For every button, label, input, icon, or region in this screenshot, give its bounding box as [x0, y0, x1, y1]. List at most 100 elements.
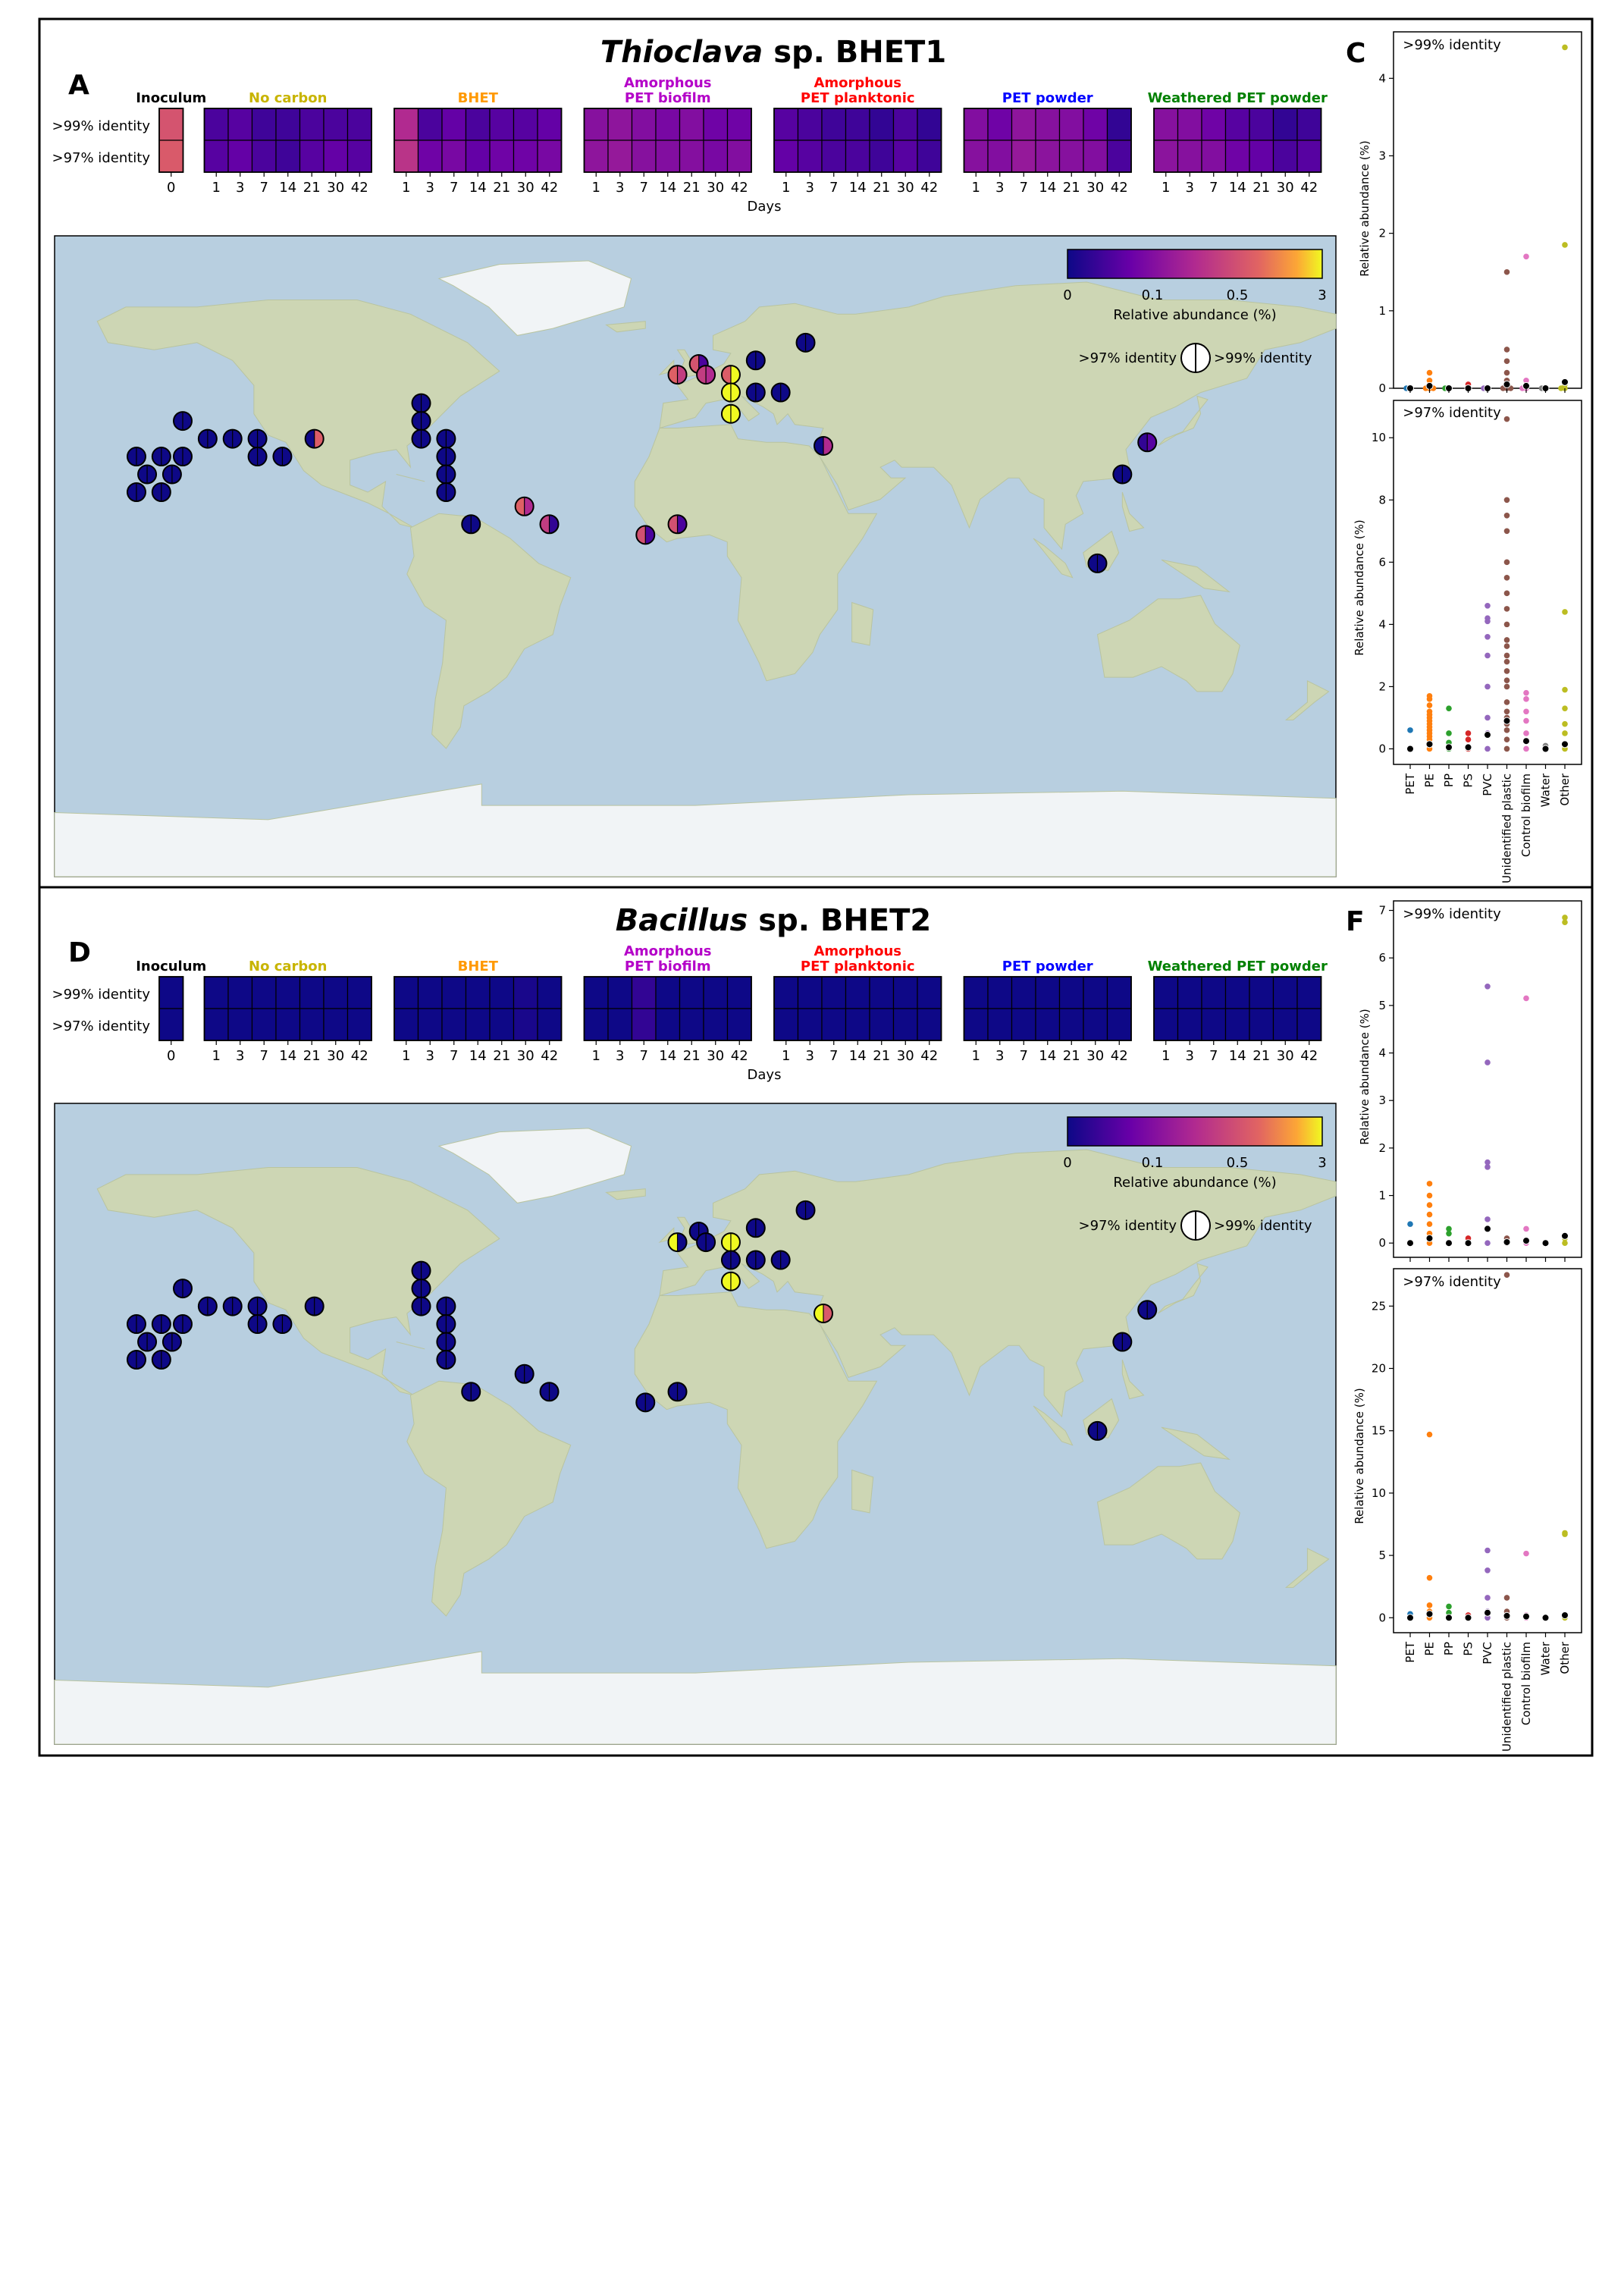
data-point	[1484, 1595, 1491, 1601]
heatmap-day-label: 1	[972, 180, 980, 196]
dot-ylabel: Relative abundance (%)	[1358, 140, 1372, 276]
heatmap-cell	[1011, 108, 1036, 141]
sampling-site	[126, 1314, 146, 1335]
dot-ylabel: Relative abundance (%)	[1353, 519, 1366, 655]
site-half-99	[421, 1297, 431, 1316]
site-half-97	[174, 412, 183, 431]
dot-plot-99: 0 1 2 3 4	[1378, 31, 1582, 395]
sampling-site	[247, 428, 268, 449]
site-half-97	[689, 355, 699, 373]
site-half-97	[1113, 1332, 1123, 1351]
heatmap-cell	[845, 108, 870, 141]
mean-marker	[1561, 740, 1569, 748]
heatmap-day-label: 42	[920, 180, 938, 196]
y-tick-label: 15	[1372, 1424, 1386, 1438]
site-half-99	[706, 1233, 716, 1252]
ice-landmass	[54, 1651, 1337, 1745]
row-label-97: >97% identity	[52, 1018, 151, 1034]
data-point	[1446, 1603, 1452, 1610]
site-half-99	[282, 447, 292, 466]
data-point	[1484, 1567, 1491, 1574]
site-half-97	[721, 1250, 731, 1269]
site-half-99	[730, 1233, 740, 1252]
heatmap-cell	[158, 976, 184, 1009]
heatmap-cell	[1153, 976, 1179, 1009]
landmass	[851, 1469, 874, 1514]
sampling-site	[151, 482, 171, 502]
heatmap-cell	[513, 140, 538, 173]
y-tick-label: 6	[1378, 951, 1386, 965]
heatmap-cell	[892, 976, 918, 1009]
data-point	[1523, 696, 1529, 702]
site-half-99	[1147, 1301, 1157, 1320]
dot-title: >97% identity	[1403, 405, 1501, 421]
heatmap-cell	[583, 140, 609, 173]
heatmap-cell	[251, 108, 277, 141]
heatmap-cell	[655, 140, 681, 173]
site-half-97	[437, 465, 447, 484]
heatmap-day-label: 42	[1300, 180, 1318, 196]
site-half-99	[471, 515, 481, 534]
site-half-97	[721, 1272, 731, 1291]
data-point	[1426, 730, 1433, 736]
heatmap-cell	[227, 1008, 253, 1041]
data-point	[1484, 745, 1491, 752]
mean-marker	[1445, 743, 1453, 752]
site-half-97	[1138, 433, 1148, 452]
map-b: 0 0.1 0.5 3 Relative abundance (%) >97% …	[54, 235, 1337, 877]
heatmap-cell	[441, 1008, 467, 1041]
landmass	[1033, 538, 1074, 579]
site-half-97	[152, 1315, 161, 1334]
heatmap-day-label: 3	[806, 1048, 814, 1064]
data-point	[1503, 745, 1510, 752]
site-half-99	[282, 1315, 292, 1334]
site-half-99	[645, 526, 655, 544]
sampling-site	[436, 1350, 456, 1370]
landmass	[1161, 1426, 1231, 1461]
landmass	[1121, 491, 1145, 532]
site-half-97	[127, 1351, 136, 1369]
site-half-99	[446, 483, 456, 501]
mean-marker	[1561, 1611, 1569, 1619]
heatmap-cell	[346, 108, 372, 141]
heatmap-cell	[679, 140, 704, 173]
row-label-99: >99% identity	[52, 118, 151, 134]
heatmap-cell	[227, 108, 253, 141]
heatmap-cell	[655, 1008, 681, 1041]
heatmap-cell	[773, 108, 799, 141]
y-tick-label: 5	[1378, 999, 1386, 1012]
map-sites	[126, 332, 1158, 573]
sampling-site	[272, 1314, 293, 1335]
site-half-97	[248, 1297, 258, 1316]
sampling-site	[173, 1314, 193, 1335]
heatmap-cell	[892, 108, 918, 141]
data-point	[1426, 717, 1433, 724]
heatmap-group-label: Amorphous	[814, 943, 901, 959]
plot-frame	[1393, 400, 1582, 765]
heatmap-group-label: Amorphous	[624, 943, 712, 959]
data-point	[1523, 377, 1529, 384]
heatmap-day-label: 30	[327, 180, 344, 196]
sampling-site	[1137, 432, 1158, 453]
site-half-99	[805, 1200, 815, 1219]
heatmap-cell	[346, 1008, 372, 1041]
data-point	[1503, 683, 1510, 690]
heatmap-group-label: Weathered PET powder	[1148, 90, 1328, 106]
heatmap-cell	[393, 976, 419, 1009]
sampling-site	[173, 447, 193, 467]
heatmap-day-label: 14	[469, 1048, 487, 1064]
x-category-label: Other	[1558, 773, 1572, 805]
y-tick-label: 3	[1378, 149, 1386, 162]
heatmap-cell	[275, 108, 301, 141]
x-category-label: PVC	[1481, 1642, 1494, 1665]
x-category-label: PP	[1442, 1642, 1456, 1655]
heatmap-day-label: 3	[426, 1048, 434, 1064]
landmass	[96, 1167, 500, 1396]
data-point	[1503, 736, 1510, 742]
heatmap-cell	[1296, 140, 1322, 173]
site-half-97	[814, 1304, 823, 1323]
site-half-99	[183, 1279, 192, 1298]
heatmap-cell	[513, 1008, 538, 1041]
data-point	[1484, 1159, 1491, 1166]
site-half-97	[746, 1250, 756, 1269]
